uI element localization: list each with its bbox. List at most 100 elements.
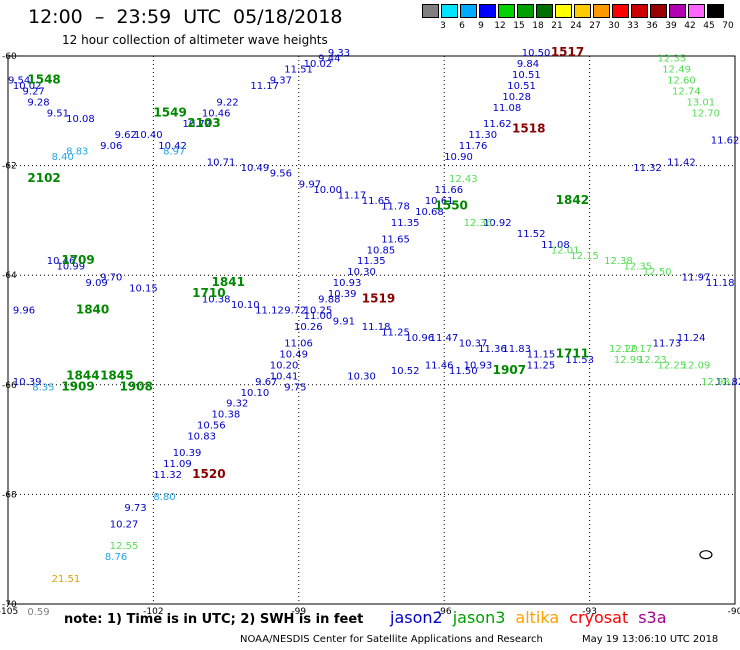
- pass-time-label: 1909: [61, 379, 94, 393]
- satellite-legend-entry: altika: [515, 608, 560, 627]
- pass-time-label: 1518: [512, 122, 545, 136]
- wave-height-label: 9.06: [100, 141, 122, 152]
- wave-height-label: 9.54: [8, 75, 30, 86]
- satellite-legend-entry: jason3: [452, 608, 506, 627]
- credit-line: NOAA/NESDIS Center for Satellite Applica…: [240, 634, 543, 645]
- wave-height-label: 9.88: [318, 295, 340, 306]
- pass-time-label: 1710: [192, 286, 225, 300]
- wave-height-label: 11.32: [633, 163, 662, 174]
- wave-height-label: 11.66: [435, 185, 464, 196]
- wave-height-label: 9.72: [284, 306, 306, 317]
- wave-height-label: 11.32: [153, 470, 182, 481]
- pass-time-label: 1711: [556, 346, 589, 360]
- pass-time-label: 1517: [551, 45, 584, 59]
- color-swatch: [479, 4, 496, 18]
- wave-height-label: 10.10: [241, 388, 270, 399]
- wave-height-label: 10.30: [347, 267, 376, 278]
- wave-height-label: 12.25: [657, 360, 686, 371]
- wave-height-label: 12.15: [570, 251, 599, 262]
- wave-height-label: 10.41: [270, 371, 299, 382]
- wave-height-label: 10.83: [187, 432, 216, 443]
- wave-height-label: 11.53: [565, 355, 594, 366]
- wave-height-label: 11.25: [381, 327, 410, 338]
- color-scale-label: 70: [722, 21, 734, 31]
- wave-height-label: 9.51: [47, 108, 69, 119]
- color-swatch: [650, 4, 667, 18]
- wave-height-label: 10.10: [231, 300, 260, 311]
- wave-height-label: 9.84: [517, 59, 539, 70]
- wave-height-label: 11.30: [468, 130, 497, 141]
- longitude-tick-label: -90: [728, 607, 740, 617]
- wave-height-label: 9.73: [124, 503, 146, 514]
- color-swatch: [574, 4, 591, 18]
- wave-height-label: 10.39: [13, 377, 42, 388]
- color-swatch: [498, 4, 515, 18]
- wave-height-label: 8.40: [52, 152, 74, 163]
- wave-height-label: 11.12: [255, 306, 284, 317]
- wave-height-label: 10.85: [367, 245, 396, 256]
- wave-height-label: 10.51: [512, 70, 541, 81]
- wave-height-label: 10.02: [13, 81, 42, 92]
- wave-height-label: 10.20: [270, 360, 299, 371]
- footnote: note: 1) Time is in UTC; 2) SWH is in fe…: [64, 612, 364, 627]
- longitude-tick-label: -96: [437, 607, 452, 617]
- wave-height-label: 9.91: [333, 317, 355, 328]
- wave-height-label: 12.35: [657, 53, 686, 64]
- wave-height-label: 11.18: [362, 322, 391, 333]
- wave-height-label: 9.28: [27, 97, 49, 108]
- wave-height-label: 10.38: [202, 295, 231, 306]
- wave-height-label: 11.76: [459, 141, 488, 152]
- wave-height-label: 10.92: [483, 218, 512, 229]
- wave-height-label: 11.36: [478, 344, 507, 355]
- wave-height-label: 10.26: [294, 322, 323, 333]
- color-swatch: [593, 4, 610, 18]
- wave-height-label: 11.78: [381, 201, 410, 212]
- pass-time-label: 1845: [100, 368, 133, 382]
- wave-height-label: 11.35: [357, 256, 386, 267]
- pass-time-label: 1550: [435, 198, 468, 212]
- wave-height-label: 11.82: [716, 377, 740, 388]
- wave-height-label: 11.00: [304, 311, 333, 322]
- wave-height-label: 11.51: [284, 64, 313, 75]
- wave-height-label: 12.17: [624, 344, 653, 355]
- color-swatch: [536, 4, 553, 18]
- wave-height-label: 12.99: [614, 355, 643, 366]
- wave-height-label: 9.27: [23, 86, 45, 97]
- color-scale-label: 12: [494, 21, 506, 31]
- pass-time-label: 1908: [119, 379, 152, 393]
- wave-height-label: 10.25: [304, 306, 333, 317]
- wave-height-label: 9.62: [115, 130, 137, 141]
- satellite-legend-entry: s3a: [638, 608, 667, 627]
- color-scale-label: 9: [478, 21, 484, 31]
- wave-height-label: 11.52: [517, 229, 546, 240]
- latitude-tick-label: -62: [2, 162, 17, 172]
- wave-height-label: 11.73: [653, 338, 682, 349]
- wave-height-label: 11.08: [541, 240, 570, 251]
- wave-height-label: 12.01: [551, 245, 580, 256]
- map-frame: [7, 55, 736, 605]
- wave-height-label: 10.15: [129, 284, 158, 295]
- wave-height-label: 10.42: [158, 141, 187, 152]
- wave-height-label: 12.55: [110, 541, 139, 552]
- wave-height-label: 0.59: [27, 607, 49, 618]
- wave-height-label: 10.90: [444, 152, 473, 163]
- wave-height-label: 11.47: [430, 333, 459, 344]
- latitude-tick-label: -66: [2, 381, 17, 391]
- satellite-legend: jason2 jason3 altika cryosat s3a: [390, 608, 677, 627]
- wave-height-label: 8.76: [105, 552, 127, 563]
- color-swatch: [707, 4, 724, 18]
- wave-height-label: 10.96: [405, 333, 434, 344]
- wave-height-label: 10.56: [197, 421, 226, 432]
- wave-height-label: 12.38: [604, 256, 633, 267]
- wave-height-label: 12.70: [691, 108, 720, 119]
- wave-height-label: 10.46: [47, 256, 76, 267]
- satellite-legend-entry: cryosat: [569, 608, 629, 627]
- latitude-tick-label: -60: [2, 52, 17, 62]
- latitude-tick-label: -70: [2, 600, 17, 610]
- wave-height-label: 10.49: [279, 349, 308, 360]
- wave-height-label: 11.24: [677, 333, 706, 344]
- color-scale-label: 15: [513, 21, 525, 31]
- wave-height-label: 10.40: [134, 130, 163, 141]
- wave-height-label: 11.15: [527, 349, 556, 360]
